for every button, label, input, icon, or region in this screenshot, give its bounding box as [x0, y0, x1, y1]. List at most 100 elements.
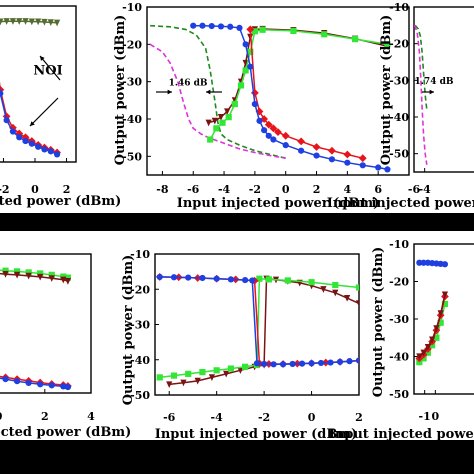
y-tick-label: -30	[122, 76, 142, 89]
data-point	[64, 274, 72, 281]
series-layer	[415, 259, 449, 366]
data-point	[375, 164, 382, 171]
data-point	[416, 259, 423, 266]
data-point	[437, 319, 444, 326]
data-point	[321, 31, 328, 38]
data-point	[336, 358, 344, 365]
data-point	[170, 274, 178, 281]
x-tick-label: -4	[218, 183, 231, 196]
data-point	[297, 137, 306, 146]
data-point	[355, 284, 359, 291]
chart-panel-top-right: -6-4 -10 -20 -30 -40 -50 Input injected power …	[327, 1, 474, 211]
series-line	[150, 24, 286, 159]
data-point	[213, 125, 220, 132]
y-tick-label: -40	[122, 113, 142, 126]
y-tick-label: -50	[130, 389, 150, 402]
x-axis-label: Input injected power (dBm)	[327, 196, 474, 211]
data-point	[35, 18, 42, 26]
y-tick-label: -10	[130, 248, 150, 261]
data-point	[358, 154, 367, 163]
data-point	[320, 286, 327, 293]
data-point	[355, 300, 359, 307]
data-point	[3, 117, 10, 124]
data-point	[25, 269, 32, 276]
data-point	[208, 22, 215, 30]
panels-layer: -202Input injected power (dBm)NOI-8-6-4-…	[0, 1, 474, 442]
data-point	[47, 19, 54, 26]
data-point	[3, 18, 10, 25]
data-point	[237, 82, 245, 89]
data-point	[0, 90, 4, 97]
data-point	[274, 128, 282, 136]
data-point	[41, 146, 48, 153]
data-point	[261, 360, 268, 368]
data-point	[13, 268, 21, 275]
data-point	[2, 271, 9, 278]
y-tick-label: -30	[389, 74, 409, 87]
data-point	[242, 276, 249, 284]
arrow-head	[40, 56, 45, 61]
data-point	[281, 131, 290, 140]
data-point	[242, 41, 249, 48]
data-point	[251, 28, 258, 35]
x-tick-label: 4	[344, 183, 352, 196]
data-point	[441, 300, 449, 308]
data-point	[37, 273, 44, 281]
data-point	[424, 344, 431, 351]
data-point	[249, 277, 256, 284]
y-axis-label: Output power (dBm)	[371, 247, 386, 398]
x-axis-label: Input injected power (dBm)	[329, 427, 474, 442]
y-tick-label: -20	[130, 283, 150, 296]
series-layer	[149, 22, 391, 173]
data-point	[199, 274, 206, 282]
x-tick-label: 0	[282, 183, 290, 196]
data-point	[344, 294, 351, 302]
x-tick-label: 0	[308, 411, 316, 424]
x-tick-label: 2	[355, 411, 363, 424]
data-point	[53, 19, 61, 27]
data-point	[180, 379, 187, 387]
y-tick-label: -10	[389, 1, 409, 14]
data-point	[269, 124, 278, 133]
x-tick-label: -6	[163, 411, 176, 424]
data-point	[433, 334, 440, 341]
y-tick-label: -30	[389, 313, 409, 326]
x-axis-label: Input injected power (dBm)	[155, 427, 358, 442]
data-point	[251, 100, 258, 108]
arrow-line	[29, 97, 59, 127]
data-point	[343, 150, 352, 159]
arrow-head	[206, 89, 211, 95]
data-point	[217, 23, 225, 30]
plot-frame	[413, 6, 474, 173]
data-point	[441, 261, 449, 268]
y-tick-label: -40	[389, 111, 409, 124]
x-tick-label: -4	[419, 183, 432, 196]
data-point	[25, 379, 32, 387]
data-point	[28, 140, 35, 147]
data-point	[9, 128, 17, 135]
y-axis-label: Output power (dBm)	[121, 255, 136, 406]
data-point	[185, 370, 192, 377]
arrow-head	[30, 121, 35, 126]
data-point	[270, 361, 277, 368]
series-layer	[414, 24, 428, 165]
chart-panel-top-left: -202Input injected power (dBm)NOI	[0, 5, 121, 209]
separator-band	[0, 213, 474, 231]
data-point	[227, 276, 235, 283]
data-point	[15, 129, 24, 138]
plot-frame	[0, 253, 92, 394]
data-point	[16, 134, 23, 141]
x-tick-label: -2	[0, 183, 10, 196]
y-axis-label: Output power (dBm)	[379, 15, 394, 166]
data-point	[223, 370, 230, 378]
data-point	[227, 23, 234, 30]
y-tick-label: -40	[389, 351, 409, 364]
data-point	[416, 353, 423, 361]
y-tick-label: -30	[130, 319, 150, 332]
data-point	[265, 276, 272, 283]
data-point	[166, 381, 173, 389]
data-point	[332, 289, 339, 297]
annotation-label: 1.74 dB	[415, 77, 454, 87]
